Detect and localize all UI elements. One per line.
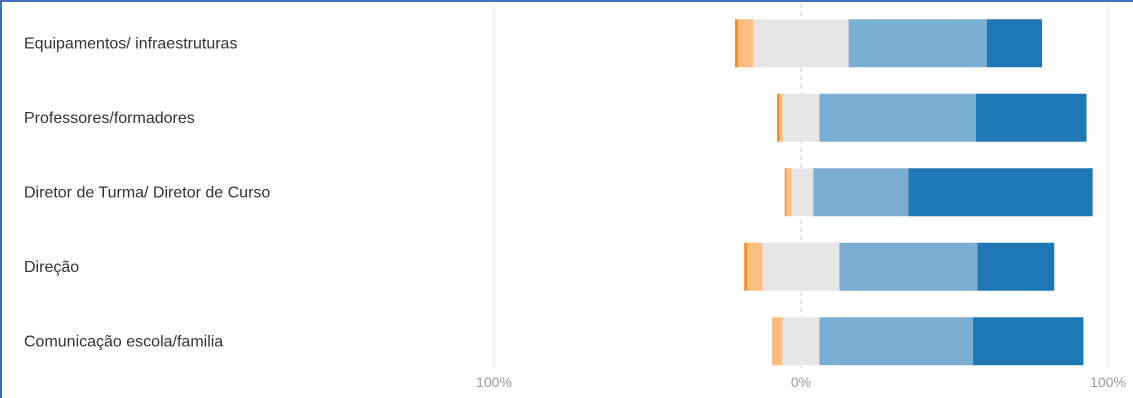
bar-segment-r4-s2 (782, 317, 820, 366)
bar-segment-r0-s2 (753, 19, 849, 68)
category-label-0: Equipamentos/ infraestruturas (24, 35, 237, 52)
bar-segment-r2-s3 (813, 168, 909, 217)
tick-label-2: 100% (1090, 374, 1126, 390)
category-label-1: Professores/formadores (24, 110, 195, 127)
bar-segment-r4-s4 (972, 317, 1084, 366)
bar-segment-r1-s1 (779, 93, 783, 142)
bar-segment-r4-s1 (773, 317, 783, 366)
bar-segment-r0-s3 (848, 19, 987, 68)
category-label-2: Diretor de Turma/ Diretor de Curso (24, 184, 270, 201)
tick-label-0: 100% (476, 374, 512, 390)
bar-segment-r3-s0 (744, 242, 748, 291)
bar-segment-r2-s1 (786, 168, 792, 217)
bar-segment-r0-s0 (734, 19, 739, 68)
bar-segment-r1-s4 (975, 93, 1087, 142)
category-label-4: Comunicação escola/familia (24, 333, 223, 350)
tick-label-1: 0% (791, 374, 811, 390)
bar-segment-r2-s2 (791, 168, 814, 217)
bar-segment-r4-s3 (819, 317, 973, 366)
bar-segment-r0-s1 (738, 19, 754, 68)
bar-segment-r1-s2 (782, 93, 820, 142)
x-axis-ticks: 100% 0% 100% (476, 374, 1126, 390)
bar-segment-r3-s4 (977, 242, 1055, 291)
category-labels: Equipamentos/ infraestruturas Professores… (24, 35, 270, 350)
category-label-3: Direção (24, 259, 79, 276)
bar-segment-r2-s4 (908, 168, 1093, 217)
bar-segment-r4-s0 (772, 317, 774, 366)
bar-segment-r2-s0 (784, 168, 787, 217)
bar-segment-r3-s3 (839, 242, 978, 291)
bar-segment-r0-s4 (986, 19, 1042, 68)
bars-layer (734, 19, 1093, 366)
bar-segment-r1-s3 (819, 93, 976, 142)
bar-segment-r1-s0 (777, 93, 780, 142)
grid-layer (493, 4, 1109, 368)
bar-segment-r3-s1 (747, 242, 763, 291)
bar-segment-r3-s2 (762, 242, 840, 291)
